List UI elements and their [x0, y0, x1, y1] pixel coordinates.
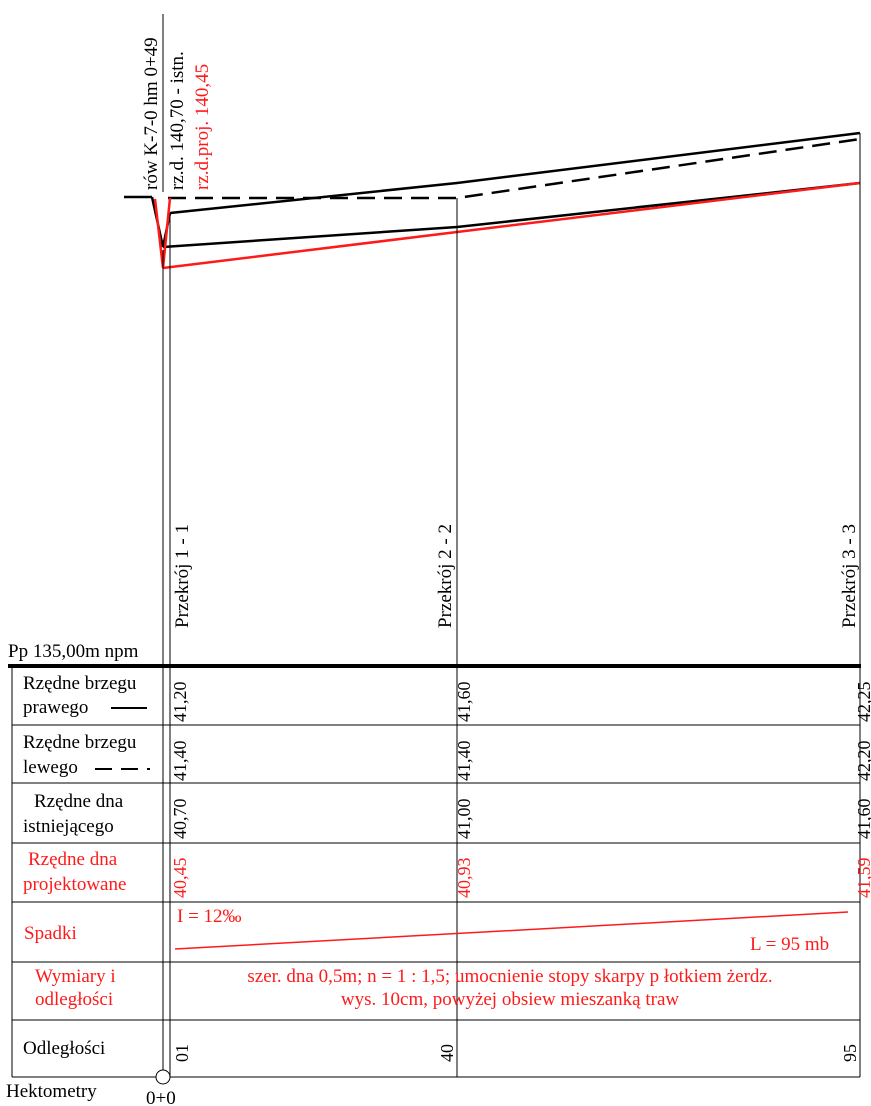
section-2-label: Przekrój 2 - 2 — [435, 524, 456, 628]
section-1-label: Przekrój 1 - 1 — [172, 524, 193, 628]
row-design-bottom: Rzędne dna projektowane 40,45 40,93 41,5… — [23, 849, 871, 898]
design-bottom-label-1: Rzędne dna — [28, 849, 118, 870]
slope-value: I = 12‰ — [177, 906, 242, 927]
existing-bottom-value-3: 41,60 — [854, 799, 871, 840]
right-bank-value-2: 41,60 — [454, 682, 474, 723]
row-hectometers: Hektometry 0+0 — [6, 1069, 176, 1106]
profile-lines — [124, 131, 861, 270]
row-right-bank: Rzędne brzegu prawego 41,20 41,60 42,25 — [23, 673, 871, 722]
hectometers-label: Hektometry — [6, 1081, 97, 1102]
design-bottom-value-1: 40,45 — [170, 858, 190, 899]
existing-bottom-label-1: Rzędne dna — [34, 791, 124, 812]
dimensions-label-1: Wymiary i — [35, 966, 116, 987]
left-bank-value-2: 41,40 — [454, 741, 474, 782]
dimensions-text-1: szer. dna 0,5m; n = 1 : 1,5; umocnienie … — [247, 966, 772, 987]
section-labels: Przekrój 1 - 1 Przekrój 2 - 2 Przekrój 3… — [172, 524, 860, 628]
distance-value-3: 95 — [840, 1044, 860, 1062]
right-bank-label-2: prawego — [23, 697, 88, 718]
right-bank-value-1: 41,20 — [170, 682, 190, 723]
row-dimensions: Wymiary i odległości szer. dna 0,5m; n =… — [35, 966, 773, 1010]
right-bank-value-3: 42,25 — [854, 682, 871, 723]
existing-bottom-value-2: 41,00 — [454, 799, 474, 840]
header-text: rów K-7-0 hm 0+49 rz.d. 140,70 - istn. r… — [141, 14, 213, 192]
left-bank-value-1: 41,40 — [170, 741, 190, 782]
design-bottom-line — [162, 181, 861, 270]
row-existing-bottom: Rzędne dna istniejącego 40,70 41,00 41,6… — [23, 791, 871, 839]
row-left-bank: Rzędne brzegu lewego 41,40 41,40 42,20 — [23, 732, 871, 781]
existing-bottom-value-1: 40,70 — [170, 799, 190, 840]
slope-length: L = 95 mb — [750, 934, 829, 955]
row-distances: Odległości 01 40 95 — [23, 1038, 860, 1062]
hectometer-marker — [155, 1069, 171, 1085]
right-bank-label-1: Rzędne brzegu — [23, 673, 137, 694]
design-bottom-label-2: projektowane — [23, 874, 126, 895]
ditch-label: rów K-7-0 hm 0+49 — [141, 37, 162, 190]
design-bottom-value-2: 40,93 — [454, 858, 474, 899]
left-bank-label-2: lewego — [23, 757, 78, 778]
left-bank-dashed-line — [168, 137, 861, 200]
dimensions-text-2: wys. 10cm, powyżej obsiew mieszanką traw — [341, 989, 679, 1010]
design-bottom-value-3: 41,59 — [854, 858, 871, 899]
table-grid — [11, 666, 861, 1078]
distance-value-1: 01 — [172, 1044, 192, 1062]
slope-line — [174, 911, 849, 950]
dimensions-label-2: odległości — [35, 989, 113, 1010]
hectometer-value: 0+0 — [146, 1088, 176, 1106]
existing-bottom-header: rz.d. 140,70 - istn. — [167, 51, 188, 190]
slopes-label: Spadki — [24, 923, 77, 944]
distances-label: Odległości — [23, 1038, 105, 1059]
row-slopes: Spadki I = 12‰ L = 95 mb — [24, 906, 849, 955]
distance-value-2: 40 — [437, 1044, 457, 1062]
datum-label: Pp 135,00m npm — [8, 641, 139, 662]
existing-bottom-profile — [162, 181, 861, 249]
right-bank-line — [169, 131, 861, 215]
left-bank-label-1: Rzędne brzegu — [23, 732, 137, 753]
section-3-label: Przekrój 3 - 3 — [839, 524, 860, 628]
existing-bottom-label-2: istniejącego — [23, 816, 114, 837]
left-bank-value-3: 42,20 — [854, 741, 871, 782]
design-bottom-header: rz.d.proj. 140,45 — [192, 64, 213, 190]
